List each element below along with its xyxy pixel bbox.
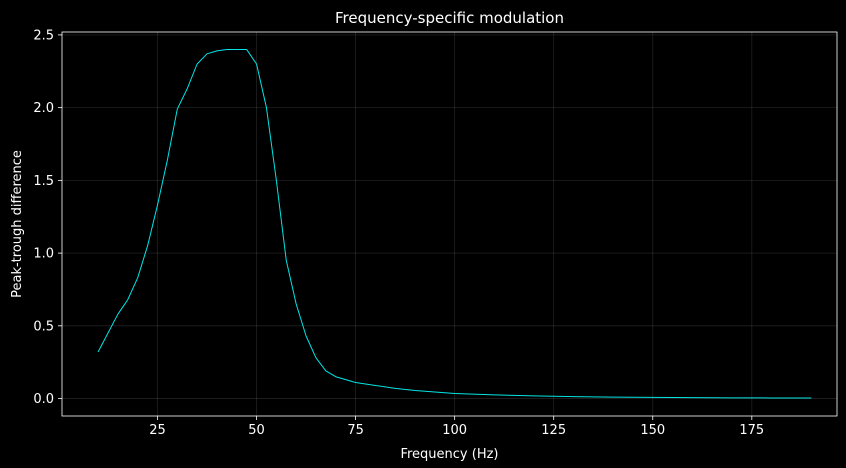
y-tick-label: 0.0 xyxy=(33,392,54,407)
grid xyxy=(62,32,837,416)
y-tick-label: 2.0 xyxy=(33,101,54,116)
x-tick-label: 150 xyxy=(640,423,665,438)
plot-frame xyxy=(61,31,838,417)
y-tick-label: 1.5 xyxy=(33,174,54,189)
ticks: 25 50 75 100 125 150 175 0.0 0.5 1.0 1.5 2.0 2.5 xyxy=(33,28,764,438)
y-tick-label: 0.5 xyxy=(33,319,54,334)
series-layer xyxy=(97,48,812,399)
x-tick-label: 50 xyxy=(248,423,265,438)
x-tick-label: 100 xyxy=(442,423,467,438)
x-tick-label: 125 xyxy=(541,423,566,438)
series-line xyxy=(97,48,812,399)
x-tick-label: 25 xyxy=(149,423,166,438)
y-axis-label: Peak-trough difference xyxy=(10,150,25,298)
x-tick-label: 175 xyxy=(739,423,764,438)
chart-title: Frequency-specific modulation xyxy=(335,9,564,27)
y-tick-label: 2.5 xyxy=(33,28,54,43)
x-axis-label: Frequency (Hz) xyxy=(400,447,498,462)
x-tick-label: 75 xyxy=(347,423,364,438)
y-tick-label: 1.0 xyxy=(33,247,54,262)
